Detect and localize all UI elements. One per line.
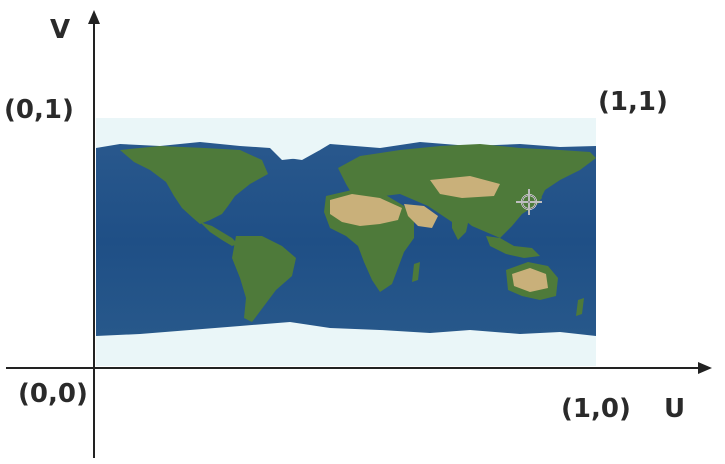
world-map <box>96 118 596 366</box>
v-axis-arrow <box>88 10 100 24</box>
south-america <box>232 236 296 322</box>
corner-label-top-left: (0,1) <box>4 95 74 125</box>
crosshair-icon[interactable] <box>516 189 542 215</box>
central-america <box>200 222 238 246</box>
sahara-desert <box>330 194 402 226</box>
v-axis-label: V <box>50 15 70 45</box>
arctic-ice <box>96 118 596 160</box>
north-america <box>120 146 268 224</box>
corner-label-top-right: (1,1) <box>598 87 668 117</box>
axes <box>6 10 712 458</box>
antarctic-ice <box>96 322 596 366</box>
corner-label-bottom-right: (1,0) <box>561 394 631 424</box>
new-zealand <box>576 298 584 316</box>
u-axis-arrow <box>698 362 712 374</box>
corner-label-bottom-left: (0,0) <box>18 379 88 409</box>
u-axis-label: U <box>664 394 685 424</box>
madagascar <box>412 262 420 282</box>
arabian-desert <box>404 204 438 228</box>
greenland <box>268 136 326 160</box>
australia-desert <box>512 268 548 292</box>
se-asia-islands <box>486 236 540 258</box>
central-asia-desert <box>430 176 500 198</box>
india <box>452 214 470 240</box>
